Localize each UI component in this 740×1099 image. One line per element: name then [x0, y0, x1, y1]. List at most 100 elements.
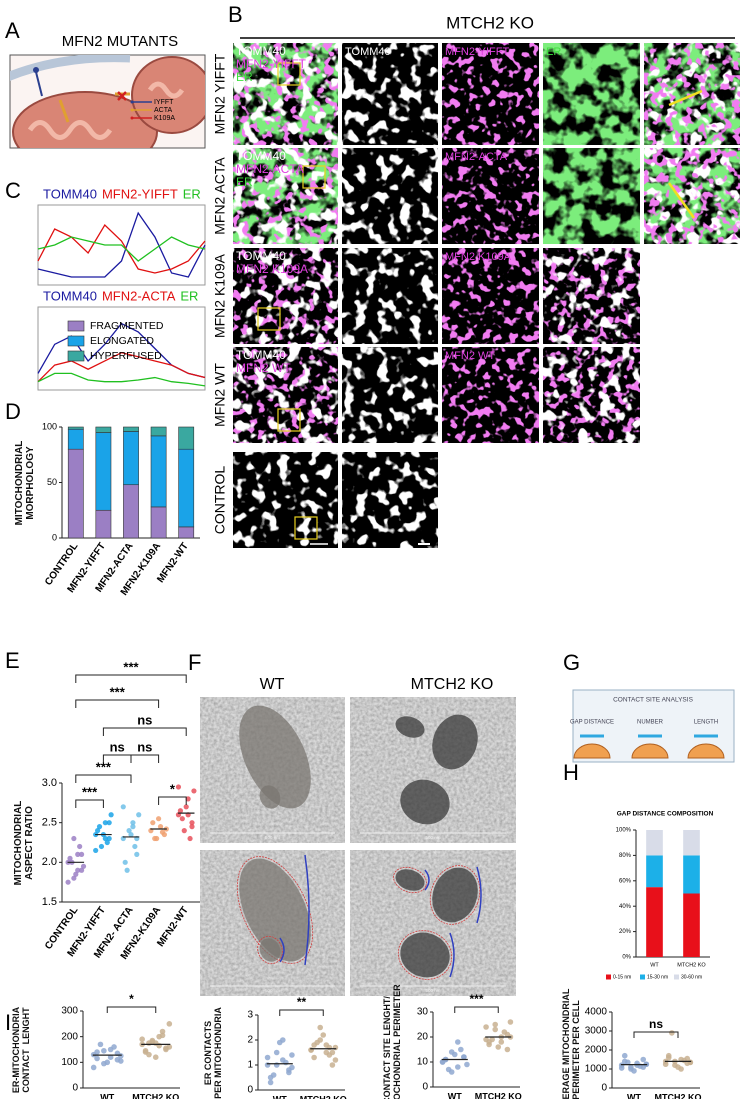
data-point — [101, 1047, 107, 1054]
data-point — [136, 812, 142, 818]
data-point — [122, 859, 128, 865]
y-tick-label: 100 — [61, 1057, 78, 1068]
y-axis-label: CONTACT SITE LENGHT/ MITOCHONDRIAL PERIM… — [382, 983, 402, 1099]
panel-letter: D — [5, 399, 21, 424]
y-tick-label: 100 — [42, 421, 57, 431]
micrograph-channel — [543, 43, 640, 145]
legend-label: ACTA — [154, 107, 172, 114]
x-tick-label: WT — [273, 1094, 287, 1099]
mito-icon — [573, 743, 611, 759]
mitochondrion-outline — [397, 930, 453, 980]
line-series — [37, 223, 206, 274]
data-point — [152, 1054, 159, 1060]
bar-segment — [646, 830, 663, 856]
data-point — [483, 1024, 489, 1030]
significance-bracket — [106, 1006, 157, 1013]
data-point — [618, 1065, 625, 1071]
legend-swatch — [130, 108, 134, 112]
data-point — [142, 1047, 149, 1054]
y-tick-label: 1.5 — [42, 896, 57, 908]
data-point — [96, 824, 103, 830]
y-axis-label: AVERAGE MITOCHONDRIAL PERIMETER PER CELL — [561, 988, 581, 1099]
bar-segment — [646, 855, 663, 888]
bar-segment — [67, 448, 84, 539]
line-series — [37, 351, 206, 383]
data-point — [264, 1054, 271, 1061]
significance-bracket — [633, 1031, 679, 1038]
panel-letter: I — [5, 1010, 11, 1035]
data-point — [166, 1021, 173, 1027]
significance-bracket — [75, 699, 160, 708]
channel-label: MFN2-YIFFT — [445, 46, 509, 58]
significance-label: ns — [649, 1017, 663, 1031]
channel-label: MFN2 WT — [445, 350, 495, 362]
em-scale-label: 500 nm — [265, 988, 280, 993]
data-point — [454, 1039, 461, 1045]
legend-swatch — [67, 320, 85, 332]
legend-label: 30-60 nm — [681, 974, 702, 980]
y-tick-label: 60% — [619, 878, 632, 884]
micrograph-channel — [644, 148, 740, 244]
em-scale-label: 500 nm — [265, 835, 280, 840]
channel-label: MFN2-ACTA — [445, 151, 508, 163]
legend-label: K109A — [154, 115, 175, 122]
y-tick-label: 3000 — [585, 1026, 608, 1037]
channel-label: MFN2 K109A — [445, 251, 512, 263]
legend-label: TOMM40 — [43, 186, 97, 201]
bar-segment — [95, 426, 112, 433]
y-tick-label: 80% — [619, 853, 632, 859]
data-point — [102, 820, 108, 826]
data-point — [159, 1032, 166, 1039]
profile-line — [667, 182, 696, 219]
zoom-box — [302, 165, 326, 189]
data-point — [71, 875, 77, 881]
legend-label: ER — [183, 186, 201, 201]
data-point — [175, 784, 182, 790]
significance-label: *** — [469, 992, 483, 1006]
data-point — [75, 867, 81, 873]
y-tick-label: 3 — [247, 1010, 253, 1021]
legend-swatch — [674, 974, 679, 980]
data-point — [80, 863, 87, 869]
y-tick-label: 2 — [247, 1035, 253, 1046]
significance-label: ns — [110, 739, 125, 754]
data-point — [451, 1051, 458, 1058]
significance-label: * — [129, 992, 134, 1006]
data-point — [665, 1052, 672, 1059]
data-point — [640, 1056, 647, 1063]
mfn2-diagram — [9, 54, 206, 149]
data-point — [75, 851, 81, 858]
mitochondrion — [432, 714, 478, 770]
data-point — [179, 816, 185, 822]
bar-segment — [123, 484, 139, 539]
data-point — [67, 855, 73, 861]
contact-analysis-title: CONTACT SITE ANALYSIS — [613, 697, 693, 704]
micrograph-channel — [442, 43, 539, 145]
x-tick-label: MTCH2 KO — [677, 962, 706, 968]
overlay-label: MFN2-YIFFT — [236, 57, 307, 71]
data-point — [106, 835, 112, 842]
data-point — [283, 1059, 289, 1066]
chart-title: GAP DISTANCE COMPOSITION — [617, 811, 714, 818]
row-label: MFN2 YIFFT — [212, 53, 228, 134]
profile-line — [668, 89, 703, 107]
data-point — [120, 804, 126, 810]
channel-label: ER — [546, 46, 561, 58]
row-label: CONTROL — [212, 466, 228, 535]
y-tick-label: 0 — [601, 1083, 607, 1094]
significance-label: *** — [110, 684, 126, 699]
data-point — [159, 829, 166, 835]
data-point — [492, 1026, 499, 1033]
mitochondrion — [395, 716, 425, 738]
y-tick-label: 100% — [616, 828, 632, 834]
micrograph-channel — [233, 148, 338, 244]
legend-label: FRAGMENTED — [90, 320, 164, 332]
data-point — [90, 1064, 97, 1071]
zoom-box — [257, 307, 281, 331]
significance-bracket — [454, 1006, 499, 1013]
data-point — [124, 867, 130, 873]
data-point — [286, 1069, 292, 1076]
data-point — [139, 1036, 145, 1043]
y-tick-label: 0% — [622, 955, 631, 961]
